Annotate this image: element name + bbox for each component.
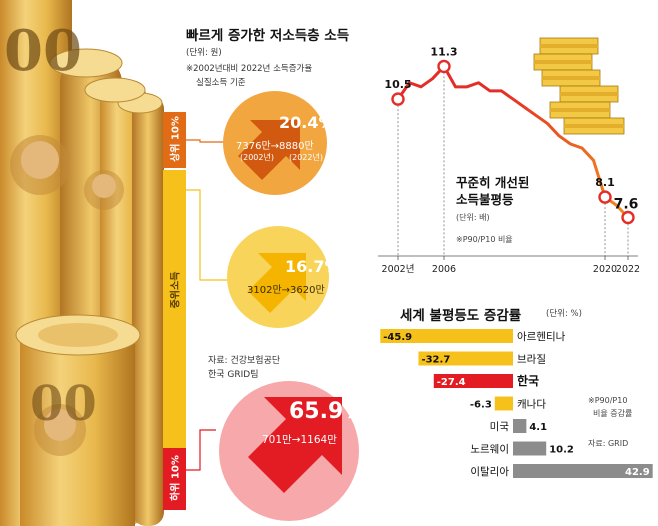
point-label: 7.6 [614,197,639,213]
bar-value-label: -32.7 [421,355,450,366]
bar-chart-note-line2: 비율 증감률 [593,409,633,418]
top10-year-to: (2022년) [289,153,323,162]
line-chart-unit: (단위: 배) [456,213,490,222]
middle-pct: 16.7% [285,257,341,276]
data-point [621,210,635,225]
bottom10-pct: 65.9% [289,399,366,424]
bottom10-circle [219,381,359,521]
top10-label: 상위 10% [170,116,182,162]
bar-value-label: 10.2 [549,445,574,456]
bar [380,329,513,343]
bar [513,419,527,433]
point-label: 10.5 [384,78,411,91]
svg-text:00: 00 [4,18,82,84]
category-label: 캐나다 [517,399,546,411]
x-tick-label: 2006 [432,264,456,275]
bar-value-label: 42.9 [625,467,650,478]
top10-pct: 20.4% [279,113,335,132]
middle-range: 3102만→3620만 [247,285,325,296]
bar [433,374,513,388]
data-point [437,59,451,74]
category-label: 노르웨이 [470,444,509,456]
bar [513,464,653,478]
middle-circle [227,226,329,328]
bar [513,441,547,456]
top10-range: 7376만→8880만 [236,141,314,152]
income-panel-unit: (단위: 원) [186,48,222,58]
income-source-line1: 자료: 건강보험공단 [208,356,281,366]
connector-lines [186,139,228,471]
x-tick-label: 2020 [593,264,617,275]
bar-chart-source: 자료: GRID [588,439,629,448]
money-stack-illustration [533,37,625,135]
bar [418,351,513,366]
line-chart-title-line1: 꾸준히 개선된 [456,175,530,190]
inequality-series-line [396,64,630,219]
top10-year-from: (2002년) [240,153,274,162]
bottom10-side-bar [163,448,186,510]
category-label: 미국 [490,421,510,433]
bar-chart-title: 세계 불평등도 증감률 [400,308,522,324]
bar-value-label: -6.3 [470,400,492,411]
bar-value-label: 4.1 [529,422,547,433]
category-label: 한국 [517,373,539,388]
bar-chart-note-line1: ※P90/P10 [588,396,628,405]
line-chart-title-line2: 소득불평등 [456,192,514,207]
income-panel-note-line2: 실질소득 기준 [196,78,246,88]
income-panel-title: 빠르게 증가한 저소득층 소득 [186,28,350,44]
bottom10-label: 하위 10% [170,455,182,501]
svg-text:00: 00 [30,376,97,432]
line-chart-note: ※P90/P10 비율 [456,235,513,244]
category-label: 이탈리아 [470,465,509,478]
category-label: 아르헨티나 [517,331,566,343]
bar-chart-unit: (단위: %) [546,309,582,319]
point-label: 11.3 [430,45,457,58]
world-inequality-bar-chart: -45.9 -32.7 -27.4 -6.3 4.1 10.2 42.9 아르헨티나브라질한… [380,329,653,478]
middle-label: 중위소득 [170,271,182,309]
bar-value-label: -27.4 [437,377,466,388]
middle-side-bar [163,170,186,448]
top10-circle [223,91,327,195]
bottom10-range: 701만→1164만 [262,434,337,446]
income-panel-note-line1: ※2002년대비 2022년 소득증가율 [186,64,313,74]
bar [494,396,513,411]
category-label: 브라질 [517,354,546,366]
rolled-banknotes-illustration: 00 00 [0,0,164,526]
income-source-line2: 한국 GRID팀 [208,370,259,380]
x-tick-label: 2022 [616,264,640,275]
point-label: 8.1 [595,176,615,189]
bar-value-label: -45.9 [383,332,412,343]
top10-side-bar [163,112,186,168]
data-point [598,190,612,204]
data-point [391,92,405,106]
x-tick-label: 2002년 [382,264,415,275]
